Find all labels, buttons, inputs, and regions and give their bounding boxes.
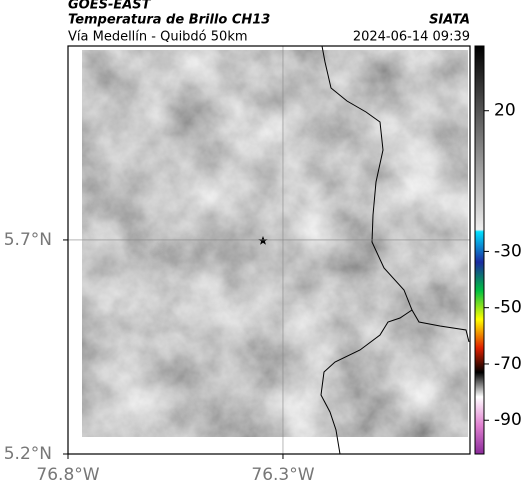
border-line (321, 45, 470, 343)
location-marker (258, 236, 268, 245)
colorbar-tick-label: -50 (494, 298, 522, 318)
map-frame (67, 45, 471, 455)
timestamp: 2024-06-14 09:39 (353, 30, 470, 45)
source: GOES-EAST (68, 0, 152, 13)
border-line (320, 309, 413, 455)
brand: SIATA (429, 13, 470, 28)
colorbar (474, 45, 485, 455)
map (67, 45, 471, 455)
subtitle: Vía Medellín - Quibdó 50km (68, 30, 248, 45)
colorbar-tick-label: -70 (494, 354, 522, 374)
colorbar-tick-label: -90 (494, 410, 522, 430)
y-tick-label: 5.2°N (4, 444, 52, 464)
x-tick-label: 76.8°W (36, 465, 99, 485)
y-tick-label: 5.7°N (4, 230, 52, 250)
satellite-image (82, 50, 468, 437)
colorbar-tick-label: 20 (494, 101, 516, 121)
x-tick-label: 76.3°W (251, 465, 314, 485)
colorbar-tick-label: -30 (494, 241, 522, 261)
title: Temperatura de Brillo CH13 (68, 13, 270, 28)
